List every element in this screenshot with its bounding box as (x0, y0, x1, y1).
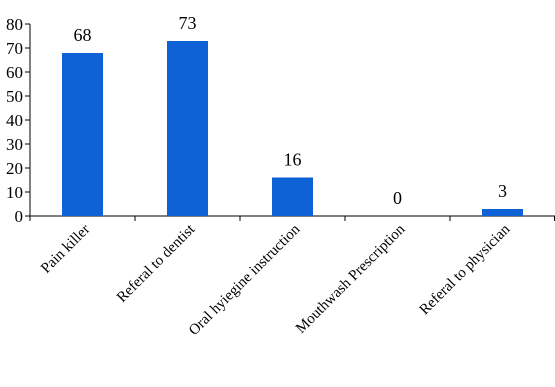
y-tick-label: 0 (15, 207, 24, 226)
bar (482, 208, 523, 216)
data-label: 0 (393, 188, 402, 208)
bar (272, 177, 313, 216)
bars (62, 40, 523, 216)
y-tick-label: 30 (6, 135, 23, 154)
y-tick-label: 40 (6, 111, 23, 130)
y-axis: 0 10 20 30 40 50 60 70 80 (6, 15, 31, 226)
category-label: Referal to physician (417, 221, 514, 318)
y-tick-label: 70 (6, 39, 23, 58)
category-label: Mouthwash Prescription (293, 221, 409, 337)
bar (62, 52, 103, 216)
data-label: 73 (179, 13, 197, 33)
y-tick-label: 20 (6, 159, 23, 178)
data-label: 16 (284, 150, 302, 170)
data-label: 68 (74, 25, 92, 45)
category-label: Pain killer (38, 222, 93, 277)
y-tick-label: 50 (6, 87, 23, 106)
y-tick-label: 60 (6, 63, 23, 82)
x-axis (29, 215, 555, 221)
y-tick-label: 80 (6, 15, 23, 34)
category-label: Oral hyiegine instruction (186, 221, 304, 339)
category-label: Referal to dentist (114, 221, 199, 306)
bar (167, 40, 208, 216)
data-label: 3 (498, 181, 507, 201)
y-tick-label: 10 (6, 183, 23, 202)
data-labels: 68 73 16 0 3 (74, 13, 508, 208)
